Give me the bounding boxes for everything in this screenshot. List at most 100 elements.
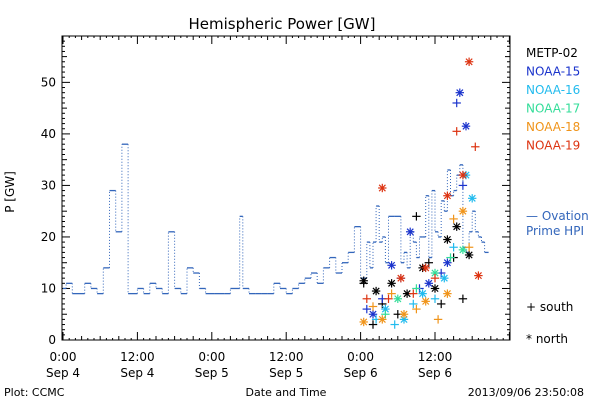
x-tick-label-time: 0:00 xyxy=(347,350,374,364)
y-tick-label: 40 xyxy=(41,127,56,141)
marker-stroke xyxy=(462,122,470,130)
x-tick-label-time: 0:00 xyxy=(50,350,77,364)
data-point xyxy=(368,310,378,319)
marker-stroke xyxy=(400,315,408,323)
data-point xyxy=(368,320,378,329)
marker-stroke xyxy=(443,290,451,298)
x-axis-label: Date and Time xyxy=(246,386,327,399)
data-point xyxy=(437,299,446,309)
marker-stroke xyxy=(456,89,464,97)
marker-stroke xyxy=(400,310,408,318)
data-point xyxy=(399,310,409,319)
data-point xyxy=(378,183,387,193)
data-point xyxy=(443,191,452,200)
marker-stroke xyxy=(406,228,414,236)
data-point xyxy=(458,181,468,190)
marker-stroke xyxy=(431,284,439,293)
marker-stroke xyxy=(360,318,368,326)
satellite-legend: METP-02 NOAA-15 NOAA-16 NOAA-17 NOAA-18 NOAA-… xyxy=(526,46,580,153)
legend-entry: NOAA-18 xyxy=(526,120,580,134)
ovation-hpi-line xyxy=(63,143,489,295)
x-tick-label-time: 12:00 xyxy=(418,350,453,364)
data-point xyxy=(362,304,371,314)
data-point xyxy=(430,273,440,283)
marker-stroke xyxy=(388,279,396,287)
marker-stroke xyxy=(422,297,430,305)
footer-plot-source: Plot: CCMC xyxy=(4,386,65,399)
data-point xyxy=(359,276,368,285)
data-point xyxy=(418,289,427,298)
data-point xyxy=(371,286,381,296)
x-tick-label-date: Sep 4 xyxy=(46,366,80,380)
data-point xyxy=(390,320,399,329)
data-point xyxy=(412,284,421,293)
legend-entry: NOAA-16 xyxy=(526,83,580,97)
x-tick-label-date: Sep 4 xyxy=(120,366,154,380)
marker-stroke xyxy=(459,207,467,215)
marker-stroke xyxy=(378,184,386,192)
marker-stroke xyxy=(465,58,473,66)
marker-legend-entry: + south xyxy=(526,300,573,314)
x-axis: 0:00 Sep 4 12:00 Sep 4 0:00 Sep 5 12:00 Sep 5 0:… xyxy=(46,36,510,380)
data-point xyxy=(449,214,458,224)
y-tick-label: 50 xyxy=(41,75,56,89)
marker-stroke xyxy=(468,194,476,202)
y-tick-label: 0 xyxy=(48,333,56,347)
data-point xyxy=(433,315,443,324)
ovation-legend-line: Prime HPI xyxy=(526,224,584,238)
marker-stroke xyxy=(360,277,368,285)
marker-stroke xyxy=(431,269,439,277)
marker-stroke xyxy=(422,264,430,272)
data-point xyxy=(430,294,440,303)
marker-stroke xyxy=(381,305,389,313)
data-point xyxy=(452,98,461,108)
data-point xyxy=(412,212,421,221)
y-tick-label: 20 xyxy=(41,230,56,244)
data-point xyxy=(468,194,477,203)
data-point xyxy=(443,289,452,298)
marker-stroke xyxy=(443,259,451,267)
chart-title: Hemispheric Power [GW] xyxy=(189,15,376,33)
marker-stroke xyxy=(388,261,396,269)
data-point xyxy=(387,261,396,270)
data-point xyxy=(406,227,415,236)
marker-stroke xyxy=(372,287,380,295)
data-point xyxy=(455,88,464,97)
satellite-points xyxy=(359,57,483,329)
y-axis: 0 10 20 30 40 50 xyxy=(41,35,510,347)
x-tick-label-time: 12:00 xyxy=(120,350,155,364)
footer-timestamp: 2013/09/06 23:50:08 xyxy=(468,386,584,399)
marker-stroke xyxy=(443,192,451,200)
legend-entry: NOAA-17 xyxy=(526,102,580,116)
data-point xyxy=(452,222,461,231)
data-point xyxy=(449,243,458,252)
marker-stroke xyxy=(443,235,451,244)
data-point xyxy=(458,170,468,180)
plot-frame xyxy=(61,35,511,341)
data-point xyxy=(387,289,396,298)
marker-stroke xyxy=(453,223,461,231)
data-point xyxy=(474,271,483,280)
marker-stroke xyxy=(459,171,467,179)
data-point xyxy=(430,284,440,293)
y-axis-label: P [GW] xyxy=(3,171,17,213)
marker-stroke xyxy=(378,315,386,323)
data-point xyxy=(396,273,406,283)
y-tick-label: 30 xyxy=(41,178,56,192)
data-point xyxy=(458,294,468,303)
data-point xyxy=(430,268,440,278)
data-point xyxy=(461,121,471,131)
data-point xyxy=(443,235,452,244)
marker-stroke xyxy=(474,272,482,280)
marker-legend-entry: * north xyxy=(526,332,568,346)
x-tick-label-date: Sep 6 xyxy=(344,366,378,380)
marker-legend: + south * north xyxy=(526,300,573,346)
x-tick-label-date: Sep 5 xyxy=(269,366,303,380)
data-point xyxy=(387,279,396,288)
legend-entry: NOAA-15 xyxy=(526,65,580,79)
data-point xyxy=(368,302,378,311)
data-point xyxy=(464,243,474,252)
data-point xyxy=(362,294,371,303)
